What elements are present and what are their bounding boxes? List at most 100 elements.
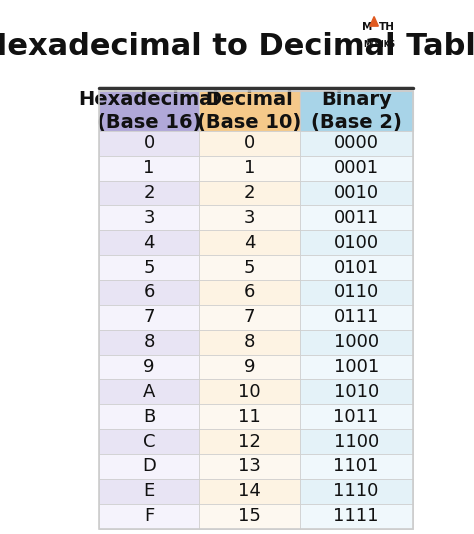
Text: 5: 5 <box>143 258 155 277</box>
FancyBboxPatch shape <box>300 454 413 479</box>
FancyBboxPatch shape <box>300 230 413 255</box>
FancyBboxPatch shape <box>199 429 300 454</box>
Text: A: A <box>143 383 155 401</box>
Text: 1: 1 <box>244 159 255 177</box>
Text: 2: 2 <box>143 184 155 202</box>
Text: Binary
(Base 2): Binary (Base 2) <box>311 90 401 132</box>
Text: 1111: 1111 <box>333 507 379 525</box>
FancyBboxPatch shape <box>99 380 199 404</box>
Text: M: M <box>362 22 373 33</box>
Text: 7: 7 <box>244 308 255 326</box>
FancyBboxPatch shape <box>99 180 199 206</box>
Text: 13: 13 <box>238 458 261 475</box>
FancyBboxPatch shape <box>199 230 300 255</box>
FancyBboxPatch shape <box>300 206 413 230</box>
FancyBboxPatch shape <box>199 180 300 206</box>
Text: 9: 9 <box>244 358 255 376</box>
Text: 1110: 1110 <box>334 482 379 500</box>
Text: 3: 3 <box>244 209 255 227</box>
FancyBboxPatch shape <box>199 504 300 529</box>
Text: 14: 14 <box>238 482 261 500</box>
Text: 9: 9 <box>143 358 155 376</box>
FancyBboxPatch shape <box>99 479 199 504</box>
FancyBboxPatch shape <box>99 355 199 380</box>
Text: 1101: 1101 <box>334 458 379 475</box>
Text: 8: 8 <box>144 333 155 351</box>
FancyBboxPatch shape <box>300 131 413 156</box>
FancyBboxPatch shape <box>300 380 413 404</box>
Text: 0: 0 <box>144 134 155 152</box>
FancyBboxPatch shape <box>199 280 300 305</box>
FancyBboxPatch shape <box>199 305 300 329</box>
FancyBboxPatch shape <box>99 305 199 329</box>
Text: 7: 7 <box>143 308 155 326</box>
Text: 11: 11 <box>238 408 261 426</box>
Text: 4: 4 <box>143 234 155 252</box>
FancyBboxPatch shape <box>199 329 300 355</box>
Text: C: C <box>143 433 155 451</box>
FancyBboxPatch shape <box>99 230 199 255</box>
FancyBboxPatch shape <box>99 329 199 355</box>
FancyBboxPatch shape <box>99 255 199 280</box>
FancyBboxPatch shape <box>99 404 199 429</box>
FancyBboxPatch shape <box>300 329 413 355</box>
Text: 1011: 1011 <box>334 408 379 426</box>
Text: 0110: 0110 <box>334 284 379 302</box>
FancyBboxPatch shape <box>300 305 413 329</box>
FancyBboxPatch shape <box>300 280 413 305</box>
Text: 0100: 0100 <box>334 234 379 252</box>
Text: Hexadecimal
(Base 16): Hexadecimal (Base 16) <box>79 90 219 132</box>
Text: MONKS: MONKS <box>364 40 396 49</box>
Text: 4: 4 <box>244 234 255 252</box>
FancyBboxPatch shape <box>199 206 300 230</box>
Text: TH: TH <box>379 22 395 33</box>
FancyBboxPatch shape <box>199 255 300 280</box>
Text: 1010: 1010 <box>334 383 379 401</box>
FancyBboxPatch shape <box>300 479 413 504</box>
FancyBboxPatch shape <box>199 156 300 180</box>
FancyBboxPatch shape <box>99 206 199 230</box>
Text: 0111: 0111 <box>334 308 379 326</box>
Text: 10: 10 <box>238 383 261 401</box>
Text: 8: 8 <box>244 333 255 351</box>
Text: 3: 3 <box>143 209 155 227</box>
FancyBboxPatch shape <box>199 131 300 156</box>
FancyBboxPatch shape <box>199 454 300 479</box>
Text: Decimal
(Base 10): Decimal (Base 10) <box>197 90 301 132</box>
Text: 1: 1 <box>144 159 155 177</box>
Text: E: E <box>144 482 155 500</box>
Text: 0001: 0001 <box>334 159 379 177</box>
FancyBboxPatch shape <box>199 380 300 404</box>
FancyBboxPatch shape <box>99 504 199 529</box>
FancyBboxPatch shape <box>99 156 199 180</box>
Text: 1001: 1001 <box>334 358 379 376</box>
FancyBboxPatch shape <box>300 429 413 454</box>
Text: 15: 15 <box>238 507 261 525</box>
FancyBboxPatch shape <box>300 355 413 380</box>
FancyBboxPatch shape <box>199 91 300 131</box>
Text: 6: 6 <box>144 284 155 302</box>
FancyBboxPatch shape <box>300 404 413 429</box>
Text: 1100: 1100 <box>334 433 379 451</box>
Polygon shape <box>370 17 378 26</box>
FancyBboxPatch shape <box>99 454 199 479</box>
FancyBboxPatch shape <box>99 280 199 305</box>
FancyBboxPatch shape <box>300 156 413 180</box>
Text: B: B <box>143 408 155 426</box>
FancyBboxPatch shape <box>300 180 413 206</box>
Text: F: F <box>144 507 154 525</box>
Text: 0101: 0101 <box>334 258 379 277</box>
Text: 2: 2 <box>244 184 255 202</box>
FancyBboxPatch shape <box>99 131 199 156</box>
Text: 1000: 1000 <box>334 333 379 351</box>
Text: 6: 6 <box>244 284 255 302</box>
Text: 0010: 0010 <box>334 184 379 202</box>
FancyBboxPatch shape <box>99 91 199 131</box>
Text: 0011: 0011 <box>334 209 379 227</box>
Text: D: D <box>142 458 156 475</box>
Text: 5: 5 <box>244 258 255 277</box>
Text: 12: 12 <box>238 433 261 451</box>
Text: 0: 0 <box>244 134 255 152</box>
Text: 0000: 0000 <box>334 134 379 152</box>
FancyBboxPatch shape <box>199 479 300 504</box>
